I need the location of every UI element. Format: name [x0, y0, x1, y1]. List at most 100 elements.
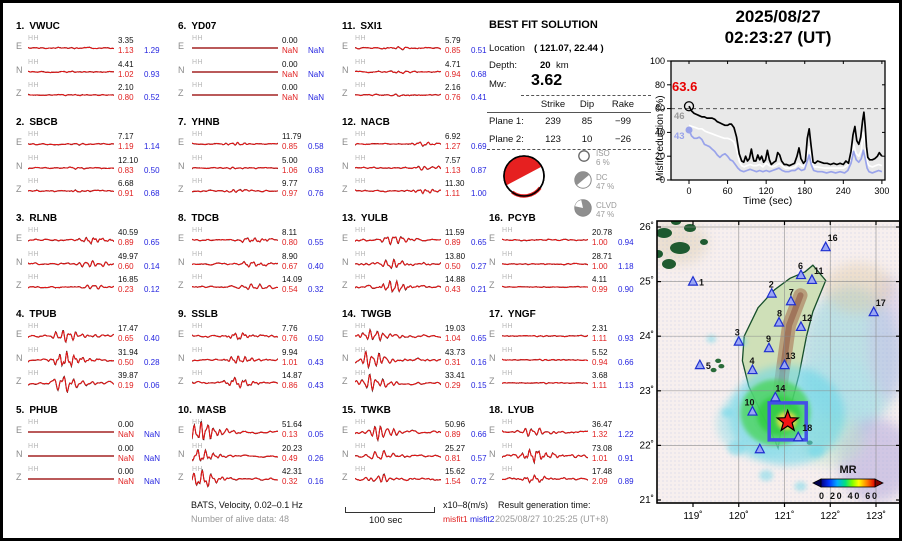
waveform-plot: [355, 473, 441, 483]
band-code-label: HH: [355, 347, 367, 354]
band-code-label: HH: [192, 178, 204, 185]
channel-letter: E: [178, 137, 185, 147]
synthetic-trace: [502, 427, 588, 437]
channel-row: N HH 4.41 1.02 0.93: [14, 59, 174, 82]
channel-row: N HH 25.27 0.81 0.57: [340, 443, 500, 466]
channel-letter: E: [489, 425, 496, 435]
misfit2-value: 0.65: [471, 334, 487, 343]
station-code: YHNB: [191, 117, 220, 128]
channel-row: E HH 20.78 1.00 0.94: [487, 227, 647, 250]
channel-letter: E: [489, 233, 496, 243]
synthetic-trace: [502, 285, 588, 289]
station-marker: [694, 358, 706, 370]
misfit1-value: 1.00: [592, 262, 608, 271]
misfit1-value: NaN: [282, 46, 299, 55]
observed-trace: [355, 473, 441, 483]
band-code-label: HH: [192, 251, 204, 258]
amplitude-value: 0.00: [118, 466, 134, 476]
synthetic-trace: [28, 166, 114, 170]
x-tick-label: 120: [759, 186, 774, 196]
waveform-plot: [192, 376, 278, 389]
misfit1-value: 1.02: [118, 70, 134, 79]
depth-unit: km: [556, 60, 569, 71]
band-code-label: HH: [502, 227, 514, 234]
station-marker-label: 1: [699, 278, 704, 288]
synthetic-trace: [28, 93, 114, 97]
station-block: 5. PHUB E HH 0.00 NaN NaN N HH 0.00 NaN NaN Z HH 0.00 N…: [14, 405, 174, 497]
channel-row: N HH 13.80 0.50 0.27: [340, 251, 500, 274]
misfit1-value: 1.54: [445, 477, 461, 486]
station-number: 7.: [178, 117, 187, 128]
misfit2-value: 1.22: [618, 430, 634, 439]
band-code-label: HH: [28, 419, 40, 426]
misfit2-value: 0.90: [618, 285, 634, 294]
channel-row: N HH 7.57 1.13 0.87: [340, 155, 500, 178]
small-island: [710, 367, 717, 373]
station-header: 3. RLNB: [16, 213, 57, 224]
amplitude-value: 9.94: [282, 347, 298, 357]
band-code-label: HH: [355, 131, 367, 138]
waveform-plot: [502, 238, 588, 242]
channel-row: Z HH 0.00 NaN NaN: [176, 82, 336, 105]
misfit2-value: NaN: [308, 46, 325, 55]
synthetic-trace: [355, 425, 441, 442]
amplitude-value: 25.27: [445, 443, 466, 453]
misfit-reduction-best-line: [688, 105, 883, 167]
event-time: 02:23:27 (UT): [724, 28, 832, 47]
misfit2-value: 0.26: [308, 454, 324, 463]
channel-letter: N: [489, 257, 496, 267]
channel-row: E HH 6.92 1.27 0.69: [340, 131, 500, 154]
synthetic-trace: [502, 262, 588, 266]
amplitude-value: 17.48: [592, 466, 613, 476]
station-block: 13. YULB E HH 11.59 0.89 0.65 N HH 13.80 0.50 0.27 Z…: [340, 213, 500, 305]
station-block: 12. NACB E HH 6.92 1.27 0.69 N HH 7.57 1.13 0.87 Z HH…: [340, 117, 500, 209]
misfit2-value: 0.06: [144, 381, 160, 390]
location-value: ( 121.07, 22.44 ): [534, 43, 604, 54]
misfit2-value: 0.68: [471, 70, 487, 79]
band-code-label: HH: [28, 82, 40, 89]
band-code-label: HH: [192, 419, 204, 426]
misfit1-value: 0.43: [445, 285, 461, 294]
waveform-plot: [502, 358, 588, 362]
station-header: 10. MASB: [178, 405, 226, 416]
misfit2-value: NaN: [144, 454, 161, 463]
misfit2-value: 0.52: [144, 93, 160, 102]
misfit2-value: 0.16: [471, 358, 487, 367]
synthetic-trace: [355, 350, 441, 369]
station-marker-label: 2: [769, 280, 774, 290]
table-divider-top: [521, 95, 651, 96]
waveform-plot: [355, 70, 441, 75]
channel-row: Z HH 0.00 NaN NaN: [14, 466, 174, 489]
station-marker-label: 7: [789, 287, 794, 297]
band-code-label: HH: [355, 251, 367, 258]
synthetic-trace: [192, 355, 278, 364]
misfit2-value: 0.65: [471, 238, 487, 247]
misfit2-value: NaN: [308, 93, 325, 102]
channel-row: E HH 11.79 0.85 0.58: [176, 131, 336, 154]
misfit1-value: 1.04: [445, 334, 461, 343]
station-block: 7. YHNB E HH 11.79 0.85 0.58 N HH 5.00 1.06 0.83 Z HH…: [176, 117, 336, 209]
coast-island: [700, 239, 708, 245]
waveform-plot: [28, 142, 114, 146]
misfit1-value: 1.11: [592, 381, 607, 390]
misfit1-value: 0.29: [445, 381, 461, 390]
band-code-label: HH: [28, 178, 40, 185]
channel-letter: N: [489, 449, 496, 459]
station-marker: [795, 268, 807, 280]
misfit2-value: 0.50: [308, 334, 324, 343]
band-code-label: HH: [28, 443, 40, 450]
channel-letter: E: [342, 137, 349, 147]
misfit1-value: 1.11: [592, 334, 607, 343]
misfit2-value: 0.43: [308, 358, 324, 367]
misfit2-value: 0.15: [471, 381, 487, 390]
waveform-plot: [355, 425, 441, 442]
misfit1-value: 0.97: [282, 189, 298, 198]
result-time-value: 2025/08/27 10:25:25 (UT+8): [495, 514, 609, 524]
amplitude-value: 19.03: [445, 323, 466, 333]
mw-value: 3.62: [531, 72, 563, 89]
misfit1-value: 0.19: [118, 381, 134, 390]
coast-island: [684, 224, 696, 232]
misfit2-value: 0.93: [618, 334, 634, 343]
channel-letter: N: [342, 257, 349, 267]
